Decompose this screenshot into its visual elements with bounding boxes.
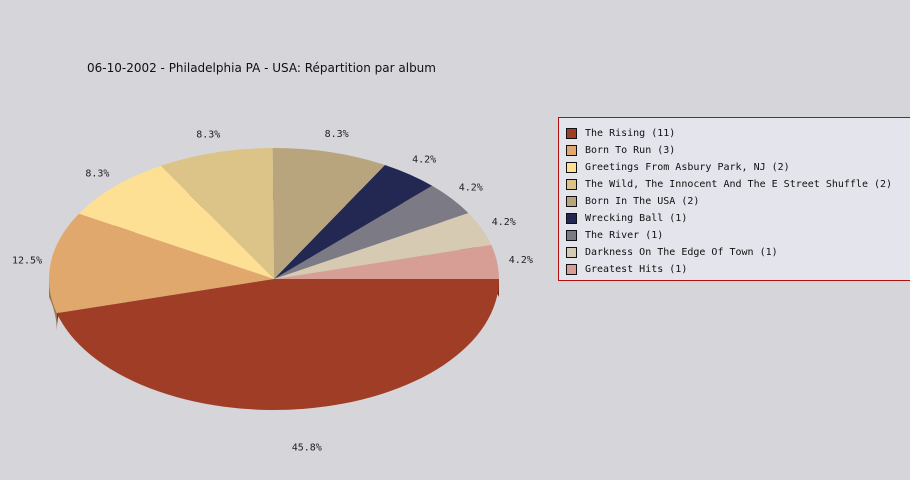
legend-item: Born To Run (3): [566, 142, 910, 159]
pie-slice-wrecking-ball-1: [274, 165, 433, 279]
legend-item: Greetings From Asbury Park, NJ (2): [566, 159, 910, 176]
pie-slice-born-in-the-usa-2: [272, 148, 385, 279]
pie-slice-born-to-run-3: [49, 213, 275, 314]
pie-slice-greetings-from-asbury-park-nj-2: [78, 165, 275, 279]
legend-swatch: [566, 213, 577, 224]
pie-slice-darkness-on-the-edge-of-town-1: [274, 213, 492, 279]
pie-value-label: 8.3%: [85, 169, 109, 180]
legend-swatch: [566, 196, 577, 207]
legend-item: Darkness On The Edge Of Town (1): [566, 244, 910, 261]
legend-label: Darkness On The Edge Of Town (1): [585, 247, 778, 258]
legend-label: The River (1): [585, 230, 664, 241]
legend-swatch: [566, 230, 577, 241]
pie-value-label: 4.2%: [492, 217, 516, 228]
legend-label: Born To Run (3): [585, 145, 676, 156]
legend-swatch: [566, 264, 577, 275]
legend-item: Greatest Hits (1): [566, 261, 910, 278]
legend-label: Born In The USA (2): [585, 196, 700, 207]
chart-title: 06-10-2002 - Philadelphia PA - USA: Répa…: [87, 61, 436, 75]
pie-slice-the-river-1: [274, 185, 469, 279]
legend-item: The Wild, The Innocent And The E Street …: [566, 176, 910, 193]
pie-value-label: 4.2%: [412, 155, 436, 166]
legend-swatch: [566, 179, 577, 190]
legend-swatch: [566, 162, 577, 173]
legend-label: Greetings From Asbury Park, NJ (2): [585, 162, 790, 173]
pie-value-labels: 4.2% 4.2% 4.2% 4.2% 8.3% 8.3% 8.3% 12.5% 45.8%: [12, 129, 533, 454]
legend-item: The Rising (11): [566, 125, 910, 142]
legend-swatch: [566, 128, 577, 139]
pie-value-label: 4.2%: [459, 182, 483, 193]
pie-value-label: 8.3%: [196, 129, 220, 140]
legend-item: Wrecking Ball (1): [566, 210, 910, 227]
pie-value-label: 8.3%: [325, 129, 349, 140]
legend-label: Wrecking Ball (1): [585, 213, 688, 224]
pie-slice-greatest-hits-1: [274, 244, 499, 279]
pie-slice-the-rising-11: [56, 279, 500, 410]
pie-slice-the-wild-the-innocent-and-the-e-street-shuffle-2: [160, 148, 274, 279]
legend-swatch: [566, 247, 577, 258]
legend-item: Born In The USA (2): [566, 193, 910, 210]
legend-swatch: [566, 145, 577, 156]
legend: The Rising (11) Born To Run (3) Greetings …: [558, 117, 910, 281]
legend-item: The River (1): [566, 227, 910, 244]
pie-value-label: 45.8%: [292, 443, 322, 454]
legend-label: The Wild, The Innocent And The E Street …: [585, 179, 893, 190]
pie-value-label: 12.5%: [12, 256, 42, 267]
pie-value-label: 4.2%: [509, 255, 533, 266]
legend-label: The Rising (11): [585, 128, 676, 139]
pie-top-slices: [49, 148, 500, 410]
legend-label: Greatest Hits (1): [585, 264, 688, 275]
